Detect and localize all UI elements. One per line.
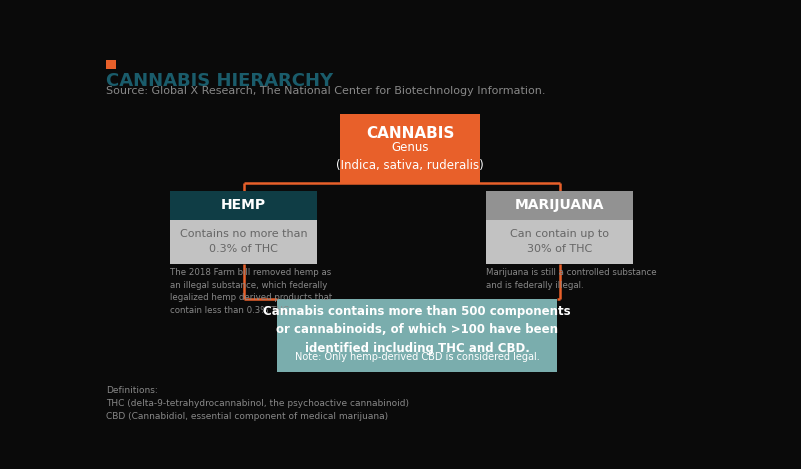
Text: Contains no more than
0.3% of THC: Contains no more than 0.3% of THC (179, 229, 308, 254)
Bar (107, 60, 115, 69)
Text: Note: Only hemp-derived CBD is considered legal.: Note: Only hemp-derived CBD is considere… (295, 352, 540, 363)
Bar (486, 219, 634, 264)
Text: CANNABIS: CANNABIS (366, 126, 454, 141)
Bar (170, 191, 317, 219)
Bar (486, 191, 634, 219)
Text: The 2018 Farm bill removed hemp as
an illegal substance, which federally
legaliz: The 2018 Farm bill removed hemp as an il… (170, 268, 332, 315)
Text: HEMP: HEMP (221, 198, 266, 212)
Text: Marijuana is still a controlled substance
and is federally illegal.: Marijuana is still a controlled substanc… (486, 268, 657, 289)
Text: CANNABIS HIERARCHY: CANNABIS HIERARCHY (107, 72, 333, 90)
Text: Genus
(Indica, sativa, ruderalis): Genus (Indica, sativa, ruderalis) (336, 142, 484, 173)
Bar (340, 114, 480, 183)
Bar (170, 219, 317, 264)
Text: Cannabis contains more than 500 components
or cannabinoids, of which >100 have b: Cannabis contains more than 500 componen… (264, 304, 571, 355)
Bar (277, 299, 557, 372)
Text: Can contain up to
30% of THC: Can contain up to 30% of THC (510, 229, 610, 254)
Text: Source: Global X Research, The National Center for Biotechnology Information.: Source: Global X Research, The National … (107, 85, 545, 96)
Text: Definitions:
THC (delta-9-tetrahydrocannabinol, the psychoactive cannabinoid)
CB: Definitions: THC (delta-9-tetrahydrocann… (107, 386, 409, 421)
Text: MARIJUANA: MARIJUANA (515, 198, 605, 212)
